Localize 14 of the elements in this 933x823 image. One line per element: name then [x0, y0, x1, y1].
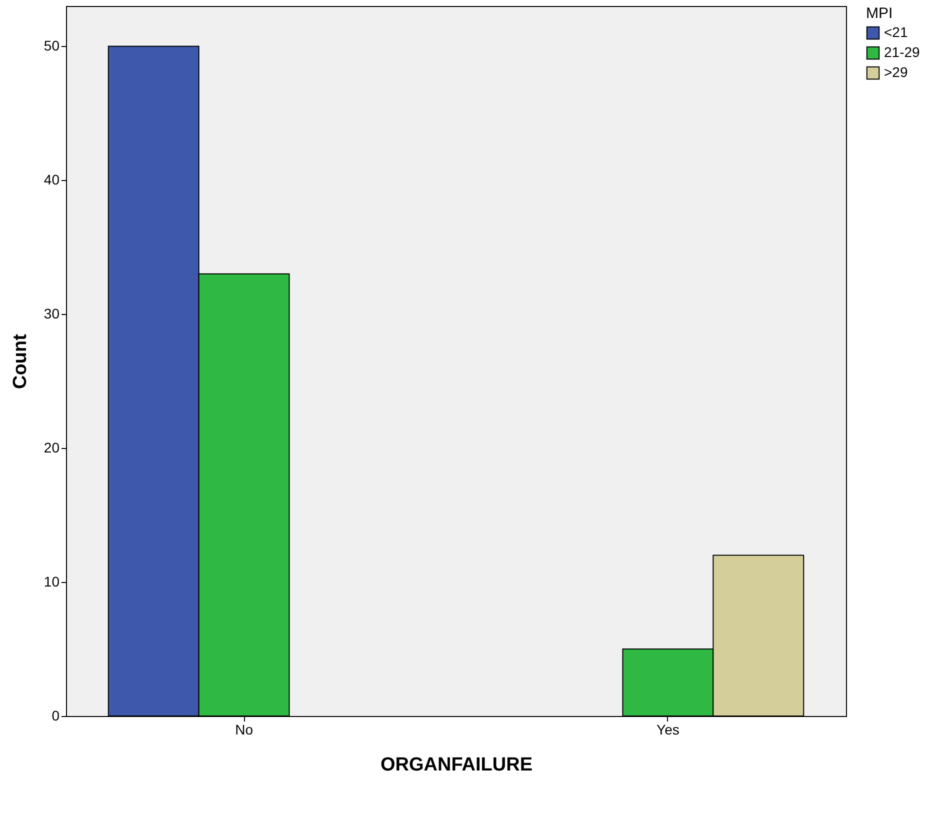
y-tick-label: 30	[44, 306, 60, 322]
y-axis-title: Count	[10, 333, 31, 389]
legend-title: MPI	[866, 5, 893, 22]
x-axis-title: ORGANFAILURE	[380, 754, 532, 776]
x-tick-label: No	[235, 722, 254, 738]
legend-label: 21-29	[884, 44, 920, 60]
y-tick-label: 0	[52, 708, 60, 724]
y-tick-label: 20	[44, 440, 60, 456]
y-tick-label: 50	[44, 38, 60, 54]
y-tick-label: 40	[44, 172, 60, 188]
y-tick-label: 10	[44, 574, 60, 590]
legend-label: >29	[884, 64, 908, 80]
x-tick-label: Yes	[656, 722, 680, 738]
legend-label: <21	[884, 24, 908, 40]
